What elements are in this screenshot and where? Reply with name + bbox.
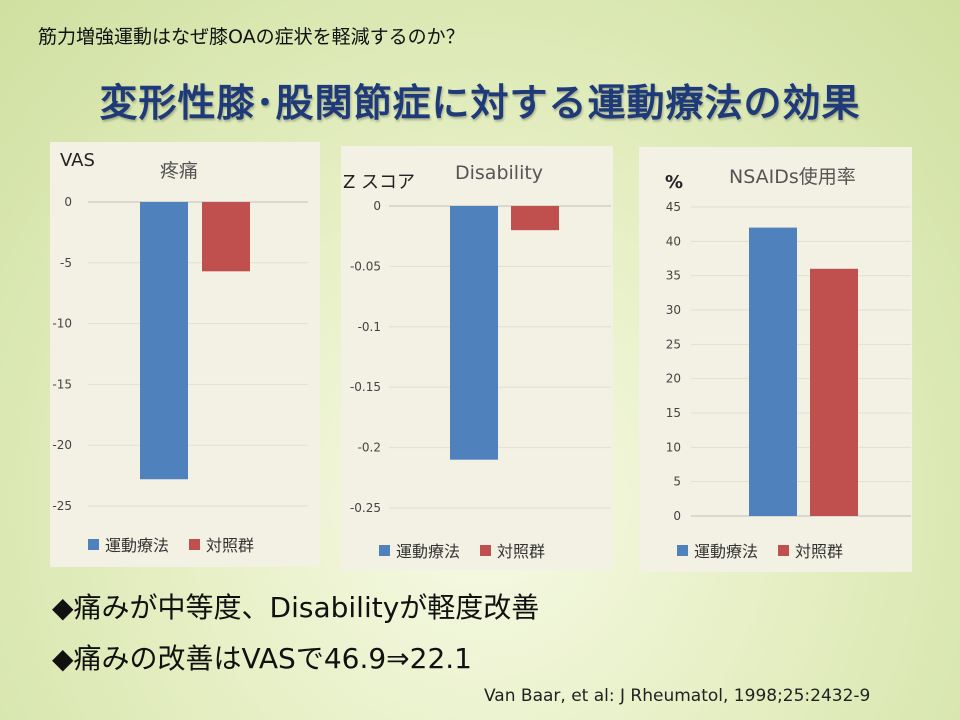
- y-tick-label: -0.25: [350, 501, 381, 515]
- nsaids-legend: 運動療法 対照群: [677, 538, 843, 562]
- legend-swatch-control: [189, 538, 201, 550]
- disability-chart-svg: 0 -0.05 -0.1 -0.15 -0.2 -0.25: [350, 199, 611, 515]
- y-tick-label: -0.2: [358, 441, 381, 455]
- y-tick-label: 40: [666, 234, 681, 248]
- legend-swatch-control: [480, 544, 492, 556]
- y-tick-label: 20: [666, 372, 681, 386]
- bar-exercise: [749, 227, 797, 516]
- y-tick-label: -20: [52, 438, 72, 452]
- y-tick-label: -0.1: [358, 320, 381, 334]
- disability-legend: 運動療法 対照群: [379, 538, 545, 562]
- legend-label-exercise: 運動療法: [694, 542, 759, 561]
- legend-label-exercise: 運動療法: [105, 536, 170, 555]
- y-tick-label: 30: [666, 303, 681, 317]
- disability-chart-panel: Z スコア Disability 0 -0.05 -0.1 -0.15 -0.2 -0.2…: [341, 146, 613, 570]
- nsaids-y-unit: %: [665, 172, 684, 193]
- y-tick-label: 25: [666, 337, 681, 351]
- y-tick-label: 35: [666, 269, 681, 283]
- pain-chart-panel: VAS 疼痛 0 -5 -10 -15 -20 -25 運動療法 対照群: [50, 142, 320, 567]
- disability-y-unit: Z スコア: [343, 172, 416, 193]
- pain-chart-title: 疼痛: [160, 160, 199, 182]
- legend-label-exercise: 運動療法: [396, 542, 461, 561]
- y-tick-label: -10: [52, 317, 72, 331]
- y-tick-label: 0: [64, 195, 72, 209]
- bullet-2: ◆痛みの改善はVASで46.9⇒22.1: [52, 642, 472, 675]
- slide-title: 変形性膝･股関節症に対する運動療法の効果: [99, 81, 861, 125]
- bar-control: [511, 206, 559, 231]
- y-tick-label: -0.15: [350, 380, 381, 394]
- y-tick-label: 45: [666, 200, 681, 214]
- y-tick-label: -25: [52, 499, 72, 513]
- y-tick-label: -15: [52, 377, 72, 391]
- pain-chart-svg: 0 -5 -10 -15 -20 -25: [52, 195, 308, 513]
- legend-swatch-exercise: [88, 538, 99, 550]
- bullet-1: ◆痛みが中等度、Disabilityが軽度改善: [52, 591, 540, 624]
- nsaids-chart-title: NSAIDs使用率: [729, 166, 856, 188]
- bar-control: [202, 202, 250, 272]
- bar-control: [810, 268, 858, 516]
- legend-label-control: 対照群: [206, 536, 255, 555]
- bar-exercise: [140, 202, 188, 480]
- pain-y-unit: VAS: [60, 150, 95, 171]
- y-tick-label: 10: [666, 440, 681, 454]
- y-tick-label: 0: [673, 509, 681, 523]
- y-tick-label: 0: [373, 199, 381, 213]
- citation: Van Baar, et al: J Rheumatol, 1998;25:24…: [484, 686, 871, 706]
- legend-swatch-exercise: [677, 544, 688, 556]
- nsaids-chart-svg: 45 40 35 30 25 20 15 10 5 0: [666, 200, 911, 523]
- pain-legend: 運動療法 対照群: [88, 532, 254, 556]
- legend-label-control: 対照群: [795, 542, 844, 561]
- y-tick-label: 5: [673, 475, 681, 489]
- slide-subtitle: 筋力増強運動はなぜ膝OAの症状を軽減するのか？: [38, 26, 465, 48]
- y-tick-label: 15: [666, 406, 681, 420]
- bar-exercise: [450, 206, 498, 460]
- nsaids-chart-panel: % NSAIDs使用率 45 40 35 30 25 20 15 10 5 0 運動療法 対照群: [639, 147, 912, 572]
- legend-swatch-exercise: [379, 544, 390, 556]
- legend-swatch-control: [778, 544, 790, 556]
- y-tick-label: -0.05: [350, 259, 381, 273]
- legend-label-control: 対照群: [497, 542, 546, 561]
- y-tick-label: -5: [60, 256, 72, 270]
- disability-chart-title: Disability: [455, 162, 544, 184]
